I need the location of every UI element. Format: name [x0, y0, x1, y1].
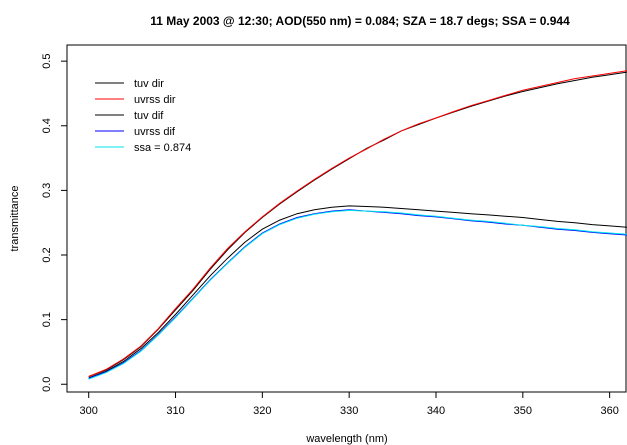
x-tick-label-350: 350 — [514, 405, 532, 417]
plot-area-frame — [66, 44, 627, 393]
series-line-2 — [88, 70, 627, 377]
legend-label-1: tuv dir — [134, 78, 164, 90]
x-tick-label-330: 330 — [340, 405, 358, 417]
x-tick-label-300: 300 — [80, 405, 98, 417]
y-axis-label: transmittance — [9, 185, 21, 251]
legend-label-4: uvrss dif — [134, 126, 176, 138]
y-tick-label-0.1: 0.1 — [41, 312, 53, 327]
y-tick-label-0.5: 0.5 — [41, 54, 53, 69]
x-tick-label-320: 320 — [253, 405, 271, 417]
y-tick-label-0.3: 0.3 — [41, 183, 53, 198]
series-line-5 — [88, 209, 627, 380]
series-layer — [88, 70, 627, 380]
x-axis-label: wavelength (nm) — [305, 433, 387, 445]
series-line-1 — [88, 71, 627, 377]
y-tick-label-0.2: 0.2 — [41, 247, 53, 262]
axes-layer: 300 310 320 330 340 350 360 0.0 0.1 0.2 0.3 0.4 0.5 — [41, 54, 619, 417]
legend-label-3: tuv dif — [134, 110, 164, 122]
x-tick-label-310: 310 — [166, 405, 184, 417]
chart-title: 11 May 2003 @ 12:30; AOD(550 nm) = 0.084… — [150, 14, 570, 28]
series-line-3 — [88, 205, 627, 379]
legend: tuv dir uvrss dir tuv dif uvrss dif ssa = 0.… — [95, 78, 191, 154]
x-tick-label-360: 360 — [600, 405, 618, 417]
legend-label-2: uvrss dir — [134, 94, 176, 106]
series-line-4 — [88, 209, 627, 379]
y-tick-label-0: 0.0 — [41, 377, 53, 392]
y-tick-label-0.4: 0.4 — [41, 118, 53, 133]
legend-label-5: ssa = 0.874 — [134, 142, 191, 154]
x-tick-label-340: 340 — [427, 405, 445, 417]
